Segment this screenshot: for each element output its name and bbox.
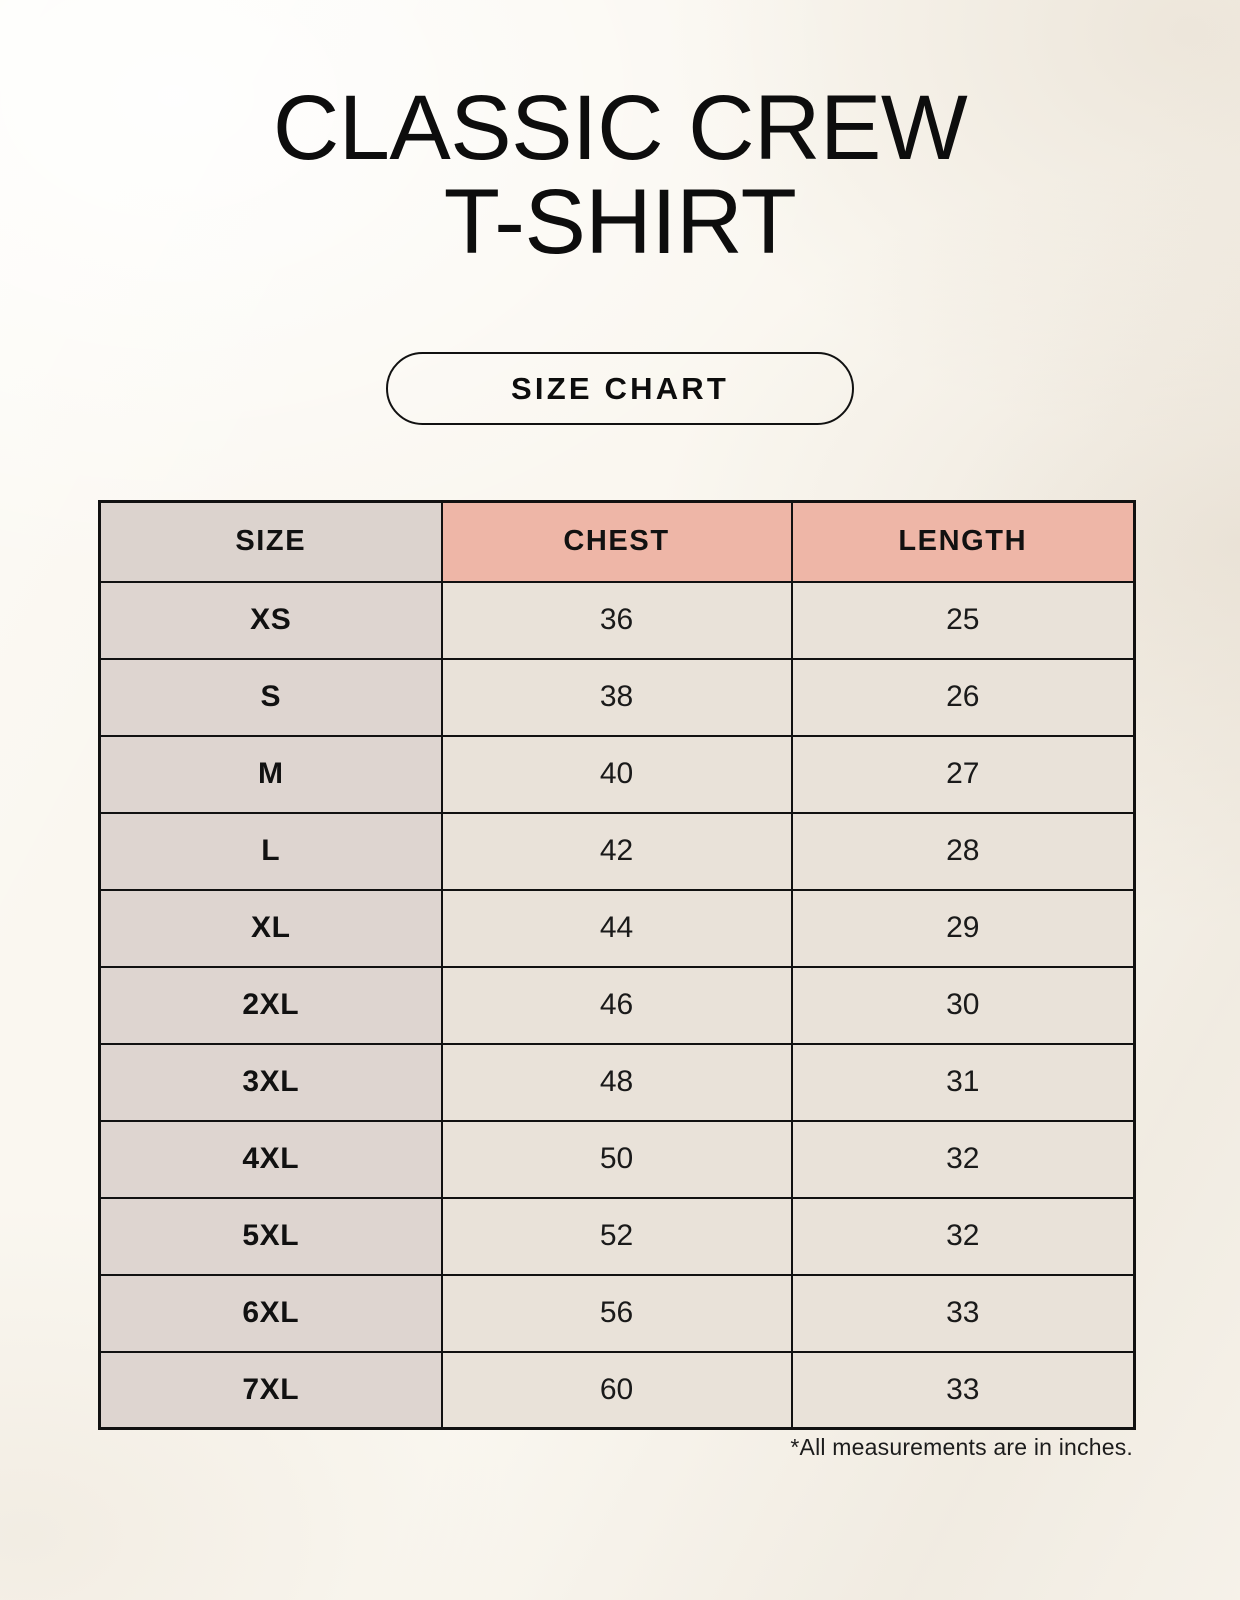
cell-chest: 46 xyxy=(440,965,793,1045)
cell-size: XL xyxy=(98,888,443,968)
size-table: SIZE CHEST LENGTH XS 36 25 S 38 26 M xyxy=(98,500,1136,1430)
cell-size: 5XL xyxy=(98,1196,443,1276)
cell-size: 6XL xyxy=(98,1273,443,1353)
cell-chest: 56 xyxy=(440,1273,793,1353)
cell-chest: 48 xyxy=(440,1042,793,1122)
cell-length: 31 xyxy=(790,1042,1136,1122)
cell-length: 29 xyxy=(790,888,1136,968)
table-row: S 38 26 xyxy=(98,657,1136,737)
cell-chest: 60 xyxy=(440,1350,793,1430)
cell-chest: 36 xyxy=(440,580,793,660)
table-row: L 42 28 xyxy=(98,811,1136,891)
cell-chest: 52 xyxy=(440,1196,793,1276)
cell-size: M xyxy=(98,734,443,814)
table-row: 5XL 52 32 xyxy=(98,1196,1136,1276)
cell-size: S xyxy=(98,657,443,737)
table-header-row: SIZE CHEST LENGTH xyxy=(98,500,1136,583)
cell-length: 33 xyxy=(790,1350,1136,1430)
cell-size: L xyxy=(98,811,443,891)
table-body: XS 36 25 S 38 26 M 40 27 L 42 28 xyxy=(98,580,1136,1430)
table-row: XL 44 29 xyxy=(98,888,1136,968)
size-chart-badge: SIZE CHART xyxy=(386,352,854,425)
cell-length: 28 xyxy=(790,811,1136,891)
badge-container: SIZE CHART xyxy=(0,352,1240,425)
cell-length: 27 xyxy=(790,734,1136,814)
table-row: 2XL 46 30 xyxy=(98,965,1136,1045)
cell-chest: 42 xyxy=(440,811,793,891)
table-row: 3XL 48 31 xyxy=(98,1042,1136,1122)
size-table-container: SIZE CHEST LENGTH XS 36 25 S 38 26 M xyxy=(98,500,1136,1430)
column-header-chest: CHEST xyxy=(440,500,793,583)
table-row: 6XL 56 33 xyxy=(98,1273,1136,1353)
cell-size: 3XL xyxy=(98,1042,443,1122)
table-row: M 40 27 xyxy=(98,734,1136,814)
cell-length: 25 xyxy=(790,580,1136,660)
cell-chest: 40 xyxy=(440,734,793,814)
cell-chest: 44 xyxy=(440,888,793,968)
table-row: XS 36 25 xyxy=(98,580,1136,660)
cell-size: XS xyxy=(98,580,443,660)
column-header-size: SIZE xyxy=(98,500,443,583)
measurements-footnote: *All measurements are in inches. xyxy=(790,1434,1133,1460)
table-header: SIZE CHEST LENGTH xyxy=(98,500,1136,583)
cell-length: 32 xyxy=(790,1119,1136,1199)
cell-length: 32 xyxy=(790,1196,1136,1276)
cell-length: 26 xyxy=(790,657,1136,737)
cell-chest: 50 xyxy=(440,1119,793,1199)
cell-size: 4XL xyxy=(98,1119,443,1199)
cell-size: 2XL xyxy=(98,965,443,1045)
cell-length: 30 xyxy=(790,965,1136,1045)
column-header-length: LENGTH xyxy=(790,500,1136,583)
cell-chest: 38 xyxy=(440,657,793,737)
cell-size: 7XL xyxy=(98,1350,443,1430)
table-row: 4XL 50 32 xyxy=(98,1119,1136,1199)
page-title: CLASSIC CREW T-SHIRT xyxy=(272,77,968,273)
cell-length: 33 xyxy=(790,1273,1136,1353)
table-row: 7XL 60 33 xyxy=(98,1350,1136,1430)
